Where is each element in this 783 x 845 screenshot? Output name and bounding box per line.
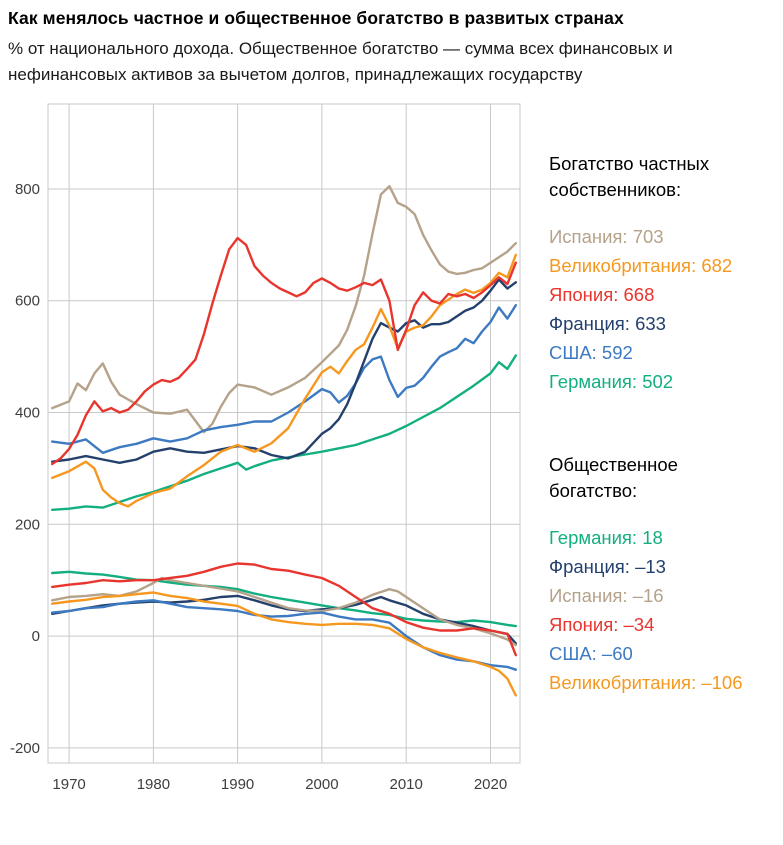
- y-tick-label: 600: [15, 293, 40, 310]
- series-line-germany-public: [51, 570, 517, 628]
- legend-item-private-usa: США: 592: [549, 342, 633, 364]
- legend-heading-private: Богатство частных собственников:: [549, 153, 710, 200]
- x-tick-label: 2000: [305, 776, 338, 793]
- series-line-uk-public: [51, 591, 517, 697]
- y-tick-label: -200: [10, 740, 40, 757]
- series-line-usa-public: [51, 599, 517, 671]
- legend-item-public-spain: Испания: –16: [549, 585, 664, 607]
- x-tick-label: 2020: [474, 776, 507, 793]
- legend-item-private-germany: Германия: 502: [549, 371, 674, 393]
- series-line-spain-private: [51, 184, 517, 434]
- legend-list-private: Испания: 703 Великобритания: 682 Япония: 6…: [549, 222, 775, 396]
- legend-item-private-japan: Япония: 668: [549, 284, 655, 306]
- content: -200 0 200 400 600 800 1970 1980 1990 2000 2010 202…: [8, 103, 783, 808]
- legend-item-private-uk: Великобритания: 682: [549, 255, 733, 277]
- x-tick-label: 1980: [137, 776, 170, 793]
- chart-area: -200 0 200 400 600 800 1970 1980 1990 2000 2010 202…: [8, 103, 523, 808]
- legend-block-public: Общественное богатство: Германия: 18 Фран…: [549, 452, 775, 697]
- page-subtitle: % от национального дохода. Общественное …: [8, 39, 673, 84]
- legend-item-public-germany: Германия: 18: [549, 527, 663, 549]
- legend-item-public-uk: Великобритания: –106: [549, 672, 743, 694]
- y-tick-label: 400: [15, 405, 40, 422]
- series-line-japan-public: [51, 562, 517, 657]
- series-line-france-private: [51, 278, 517, 464]
- header: Как менялось частное и общественное бога…: [8, 8, 783, 87]
- page-title: Как менялось частное и общественное бога…: [8, 8, 624, 28]
- legend-item-private-france: Франция: 633: [549, 313, 666, 335]
- legend-item-public-usa: США: –60: [549, 643, 633, 665]
- y-tick-label: 200: [15, 516, 40, 533]
- y-tick-label: 800: [15, 181, 40, 198]
- x-tick-label: 2010: [390, 776, 423, 793]
- legend-item-public-france: Франция: –13: [549, 556, 666, 578]
- series-line-spain-public: [51, 576, 517, 647]
- x-tick-label: 1970: [52, 776, 85, 793]
- x-tick-label: 1990: [221, 776, 254, 793]
- series-line-uk-private: [51, 253, 517, 508]
- legend: Богатство частных собственников: Испания…: [523, 103, 775, 808]
- series-line-japan-private: [51, 236, 517, 466]
- wealth-line-chart: -200 0 200 400 600 800 1970 1980 1990 2000 2010 202…: [10, 103, 521, 793]
- legend-item-private-spain: Испания: 703: [549, 226, 664, 248]
- legend-list-public: Германия: 18 Франция: –13 Испания: –16 Япон…: [549, 523, 775, 697]
- series-line-usa-private: [51, 303, 517, 454]
- y-tick-label: 0: [32, 628, 40, 645]
- legend-block-private: Богатство частных собственников: Испания…: [549, 151, 775, 396]
- legend-item-public-japan: Япония: –34: [549, 614, 655, 636]
- plot-border: [47, 103, 521, 764]
- legend-heading-public: Общественное богатство:: [549, 454, 678, 501]
